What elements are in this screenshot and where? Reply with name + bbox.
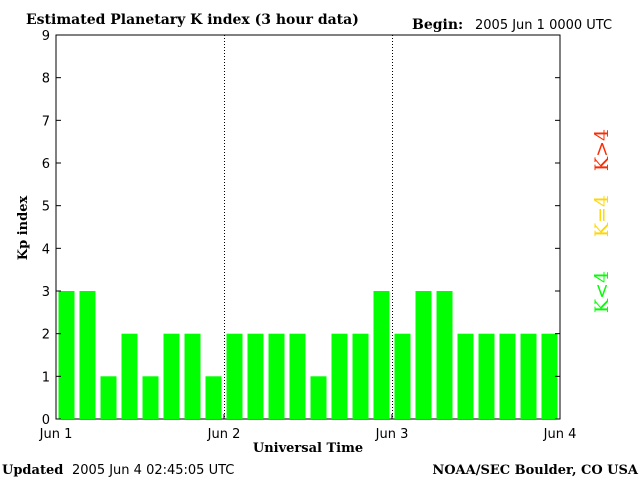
y-tick-label-5: 5 [42,200,50,215]
kp-bar-21 [499,333,516,419]
chart-title: Estimated Planetary K index (3 hour data… [26,12,359,28]
y-tick-label-4: 4 [42,242,50,257]
kp-bar-6 [184,333,201,419]
x-axis-ticks: Jun 1 Jun 2 Jun 3 Jun 4 [39,414,577,442]
y-tick-label-3: 3 [42,285,50,300]
begin-value: 2005 Jun 1 0000 UTC [475,18,612,33]
y-tick-label-6: 6 [42,157,50,172]
kp-bar-2 [100,376,117,419]
updated-value: 2005 Jun 4 02:45:05 UTC [72,463,234,478]
credit-text: NOAA/SEC Boulder, CO USA [432,463,639,478]
kp-bar-18 [436,291,453,419]
x-tick-label-2: Jun 3 [375,427,409,442]
kp-bar-20 [478,333,495,419]
kp-bar-19 [457,333,474,419]
kp-bar-1 [79,291,96,419]
y-tick-label-2: 2 [42,328,50,343]
kp-bar-8 [226,333,243,419]
kp-bar-11 [289,333,306,419]
kp-bar-0 [58,291,75,419]
y-tick-label-8: 8 [42,72,50,87]
legend-below-4: K<4 [591,271,613,313]
begin-label: Begin: [412,17,463,33]
kp-bar-14 [352,333,369,419]
kp-bar-15 [373,291,390,419]
y-tick-label-1: 1 [42,370,50,385]
x-tick-label-0: Jun 1 [39,427,73,442]
kp-bar-5 [163,333,180,419]
y-axis-ticks: 0 1 2 3 4 5 6 7 8 9 [42,29,560,428]
kp-bar-13 [331,333,348,419]
y-tick-label-7: 7 [42,114,50,129]
x-tick-label-1: Jun 2 [207,427,241,442]
kp-bar-17 [415,291,432,419]
kp-bar-10 [268,333,285,419]
x-tick-label-3: Jun 4 [543,427,577,442]
kp-bar-7 [205,376,222,419]
y-tick-label-0: 0 [42,413,50,428]
day-divider-lines [224,35,393,419]
y-tick-label-9: 9 [42,29,50,44]
y-axis-label: Kp index [16,196,31,261]
plot-frame [55,34,561,420]
kp-bar-12 [310,376,327,419]
legend-equal-4: K=4 [591,195,613,237]
kp-bar-22 [520,333,537,419]
kp-bar-23 [541,333,558,419]
kp-bar-4 [142,376,159,419]
kp-bars [58,291,558,419]
updated-label: Updated [2,463,63,478]
kp-bar-3 [121,333,138,419]
kp-bar-16 [394,333,411,419]
legend-above-4: K>4 [591,129,613,171]
x-axis-label: Universal Time [253,441,363,456]
kp-bar-9 [247,333,264,419]
